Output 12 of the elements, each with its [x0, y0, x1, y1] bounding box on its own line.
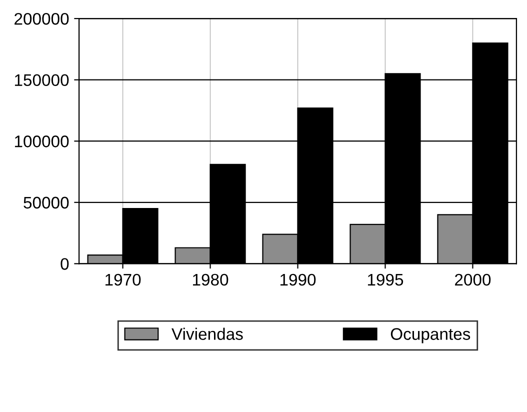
y-tick-label: 200000: [14, 12, 69, 25]
x-tick-label: 1990: [280, 274, 316, 286]
y-tick-label: 50000: [24, 196, 69, 209]
legend-label: Ocupantes: [390, 328, 470, 344]
x-tick-label: 1970: [106, 274, 141, 286]
legend-label: Viviendas: [172, 328, 243, 340]
x-tick-label: 2000: [455, 274, 491, 286]
y-tick-label: 0: [60, 258, 69, 270]
y-tick-label: 150000: [14, 74, 69, 86]
x-tick-label: 1980: [193, 274, 228, 286]
y-tick-label: 100000: [14, 136, 69, 148]
x-tick-label: 1995: [368, 274, 404, 286]
